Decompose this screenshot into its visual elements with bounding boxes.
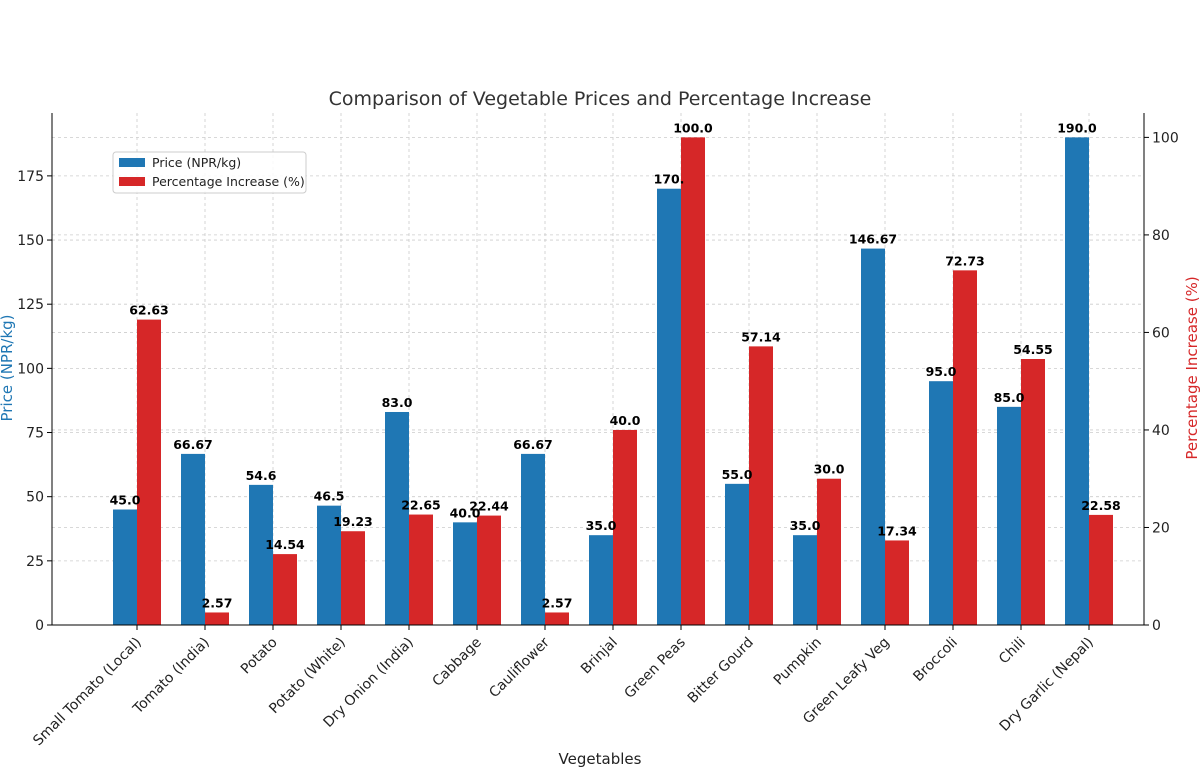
x-tick-label: Small Tomato (Local): [30, 635, 145, 750]
bar-price: [929, 381, 953, 625]
legend-label-price: Price (NPR/kg): [152, 155, 241, 170]
legend-frame: [112, 151, 307, 194]
y-left-tick-label: 125: [17, 297, 44, 313]
legend-swatch-pct: [119, 177, 145, 186]
y-left-tick-label: 0: [35, 618, 44, 634]
bar-price: [453, 522, 477, 625]
bar-pct: [749, 346, 773, 625]
bar-pct: [205, 612, 229, 625]
y-left-tick-label: 75: [26, 426, 44, 442]
legend-label-pct: Percentage Increase (%): [152, 174, 305, 189]
data-label-pct: 30.0: [814, 462, 845, 477]
data-label-price: 35.0: [790, 518, 821, 533]
data-label-pct: 2.57: [202, 595, 233, 610]
y-right-tick-label: 60: [1152, 325, 1170, 341]
data-label-pct: 22.58: [1081, 498, 1121, 513]
data-label-pct: 17.34: [877, 523, 917, 538]
data-label-pct: 100.0: [673, 120, 713, 135]
legend-swatch-price: [119, 158, 145, 167]
bar-price: [725, 483, 749, 625]
x-tick-label: Potato: [238, 635, 281, 678]
data-label-pct: 57.14: [741, 329, 781, 344]
x-tick-label: Cauliflower: [486, 634, 553, 701]
data-label-pct: 14.54: [265, 537, 305, 552]
y-right-tick-label: 0: [1152, 618, 1161, 634]
data-label-price: 83.0: [382, 395, 413, 410]
data-label-price: 35.0: [586, 518, 617, 533]
bar-pct: [953, 270, 977, 625]
bar-price: [861, 248, 885, 626]
bar-price: [793, 535, 817, 625]
data-label-price: 66.67: [513, 437, 553, 452]
bar-price: [249, 484, 273, 625]
data-label-pct: 72.73: [945, 253, 985, 268]
x-tick-label: Bitter Gourd: [685, 635, 757, 707]
legend: Price (NPR/kg) Percentage Increase (%): [112, 151, 307, 194]
x-axis-label: Vegetables: [559, 750, 642, 768]
data-label-price: 190.0: [1057, 120, 1097, 135]
y-right-tick-label: 80: [1152, 228, 1170, 244]
x-tick-label: Chili: [996, 635, 1029, 668]
y-right-tick-label: 100: [1152, 130, 1179, 146]
bars-layer: [113, 137, 1113, 626]
bar-pct: [613, 429, 637, 625]
y-right-tick-label: 20: [1152, 520, 1170, 536]
data-label-price: 40.0: [450, 505, 481, 520]
bar-pct: [1089, 514, 1113, 625]
y-axis-right-label: Percentage Increase (%): [1183, 276, 1200, 459]
y-axis-left-label: Price (NPR/kg): [0, 314, 16, 421]
chart-title: Comparison of Vegetable Prices and Perce…: [329, 88, 872, 110]
data-label-pct: 22.65: [401, 498, 441, 513]
bar-pct: [1021, 359, 1045, 625]
bar-price: [589, 535, 613, 625]
data-label-pct: 2.57: [542, 595, 573, 610]
bar-pct: [273, 554, 297, 625]
bar-price: [997, 406, 1021, 625]
data-label-pct: 40.0: [610, 413, 641, 428]
bar-price: [181, 453, 205, 625]
bar-price: [385, 411, 409, 625]
y-left-tick-label: 175: [17, 169, 44, 185]
bar-pct: [409, 514, 433, 625]
bar-pct: [681, 137, 705, 625]
y-left-tick-label: 50: [26, 490, 44, 506]
data-label-pct: 22.44: [469, 499, 509, 514]
bar-pct: [477, 515, 501, 625]
data-label-price: 54.6: [246, 468, 277, 483]
data-labels-layer: 45.0 62.63 66.67 2.57 54.6 14.54 46.5 19.23 83.0…: [110, 120, 1121, 610]
data-label-price: 85.0: [994, 390, 1025, 405]
data-label-price: 170.: [654, 172, 685, 187]
bar-price: [521, 453, 545, 625]
x-tick-label: Pumpkin: [771, 635, 825, 689]
data-label-price: 46.5: [314, 489, 345, 504]
bar-pct: [545, 612, 569, 625]
y-left-tick-label: 100: [17, 361, 44, 377]
x-tick-label: Brinjal: [578, 635, 621, 678]
data-label-price: 66.67: [173, 437, 213, 452]
bar-pct: [885, 540, 909, 625]
x-tick-label: Green Peas: [621, 635, 688, 702]
data-label-pct: 19.23: [333, 514, 373, 529]
y-right-tick-label: 40: [1152, 423, 1170, 439]
bar-price: [1065, 137, 1089, 625]
x-tick-label: Cabbage: [430, 635, 485, 690]
data-label-price: 146.67: [849, 232, 897, 247]
bar-pct: [817, 478, 841, 625]
data-label-pct: 62.63: [129, 303, 169, 318]
bar-pct: [137, 319, 161, 625]
data-label-price: 95.0: [926, 364, 957, 379]
data-label-price: 55.0: [722, 467, 753, 482]
bar-price: [317, 505, 341, 625]
bar-price: [113, 509, 137, 625]
data-label-pct: 54.55: [1013, 342, 1053, 357]
y-left-tick-label: 25: [26, 554, 44, 570]
y-left-tick-label: 150: [17, 233, 44, 249]
bar-price: [657, 188, 681, 625]
data-label-price: 45.0: [110, 493, 141, 508]
x-tick-label: Broccoli: [910, 635, 960, 685]
bar-pct: [341, 531, 365, 625]
